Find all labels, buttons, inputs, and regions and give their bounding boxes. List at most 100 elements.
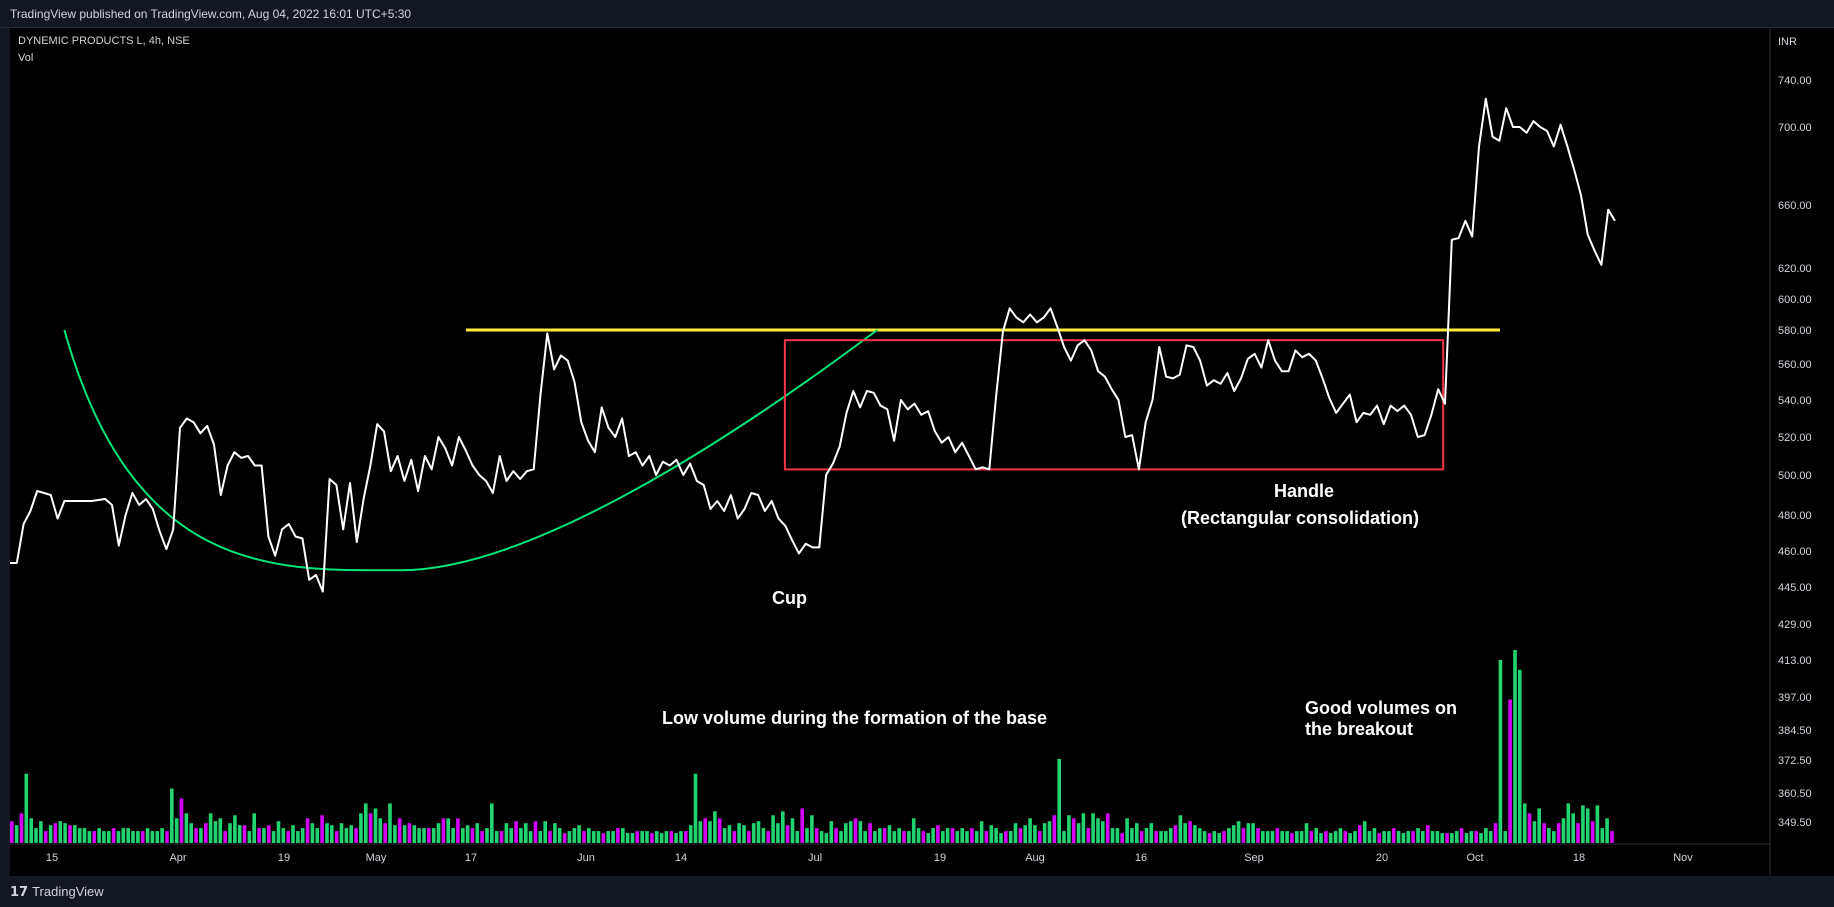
volume-bar: [150, 831, 155, 843]
volume-bar: [1503, 831, 1508, 843]
volume-bar: [1367, 831, 1372, 843]
volume-bar: [1076, 823, 1081, 843]
volume-bar: [310, 823, 315, 843]
volume-bar: [504, 823, 509, 843]
volume-bar: [199, 828, 203, 843]
volume-bar: [107, 831, 111, 843]
volume-bars: [10, 650, 1614, 844]
volume-bar: [737, 823, 741, 843]
plot-area: [10, 28, 1770, 844]
volume-bar: [470, 828, 475, 843]
volume-bar: [591, 831, 596, 843]
volume-bar: [1275, 828, 1280, 843]
volume-bar: [1144, 828, 1149, 843]
volume-bar: [417, 828, 421, 843]
volume-bar: [742, 825, 746, 843]
volume-bar: [892, 831, 897, 843]
volume-bar: [102, 831, 106, 843]
volume-bar: [499, 831, 504, 843]
volume-bar: [237, 825, 242, 843]
volume-bar: [43, 831, 48, 843]
volume-bar: [514, 821, 518, 843]
volume-bar: [1202, 831, 1207, 843]
volume-bar: [989, 825, 994, 843]
volume-bar: [1207, 833, 1212, 843]
volume-bar: [208, 813, 213, 843]
volume-bar: [698, 821, 703, 843]
time-tick-label: 20: [1376, 852, 1388, 864]
volume-bar: [1105, 813, 1110, 843]
price-tick-label: 480.00: [1778, 510, 1812, 522]
volume-bar: [1396, 831, 1401, 843]
volume-bar: [1246, 823, 1251, 843]
volume-bar: [727, 825, 732, 843]
price-tick-label: 580.00: [1778, 325, 1812, 337]
volume-bar: [1411, 831, 1415, 843]
volume-bar: [1193, 825, 1197, 843]
volume-bar: [582, 831, 586, 843]
volume-bar: [320, 815, 324, 843]
volume-bar: [640, 831, 644, 843]
volume-bar: [771, 815, 775, 843]
volume-bar: [960, 828, 964, 843]
volume-bar: [897, 828, 901, 843]
volume-bar: [848, 821, 853, 843]
volume-bar: [349, 825, 353, 843]
volume-bar: [160, 828, 164, 843]
volume-bar: [1164, 831, 1168, 843]
volume-bar: [548, 831, 552, 843]
volume-bar: [393, 825, 397, 843]
volume-bar: [999, 833, 1003, 843]
volume-bar: [785, 825, 790, 843]
volume-bar: [1556, 823, 1561, 843]
volume-bar: [950, 828, 955, 843]
volume-bar: [325, 823, 329, 843]
volume-bar: [1227, 828, 1231, 843]
volume-bar: [533, 821, 538, 843]
volume-bar: [286, 831, 290, 843]
volume-bar: [562, 833, 567, 843]
volume-bar: [77, 828, 82, 843]
volume-bar: [926, 833, 931, 843]
footer-bar: 17 TradingView: [0, 876, 1834, 907]
volume-bar: [1590, 821, 1595, 843]
volume-bar: [465, 825, 470, 843]
volume-bar: [1062, 831, 1066, 843]
currency-label: INR: [1778, 36, 1797, 48]
volume-bar: [436, 823, 441, 843]
volume-legend: Vol: [18, 52, 34, 64]
volume-bar: [1450, 833, 1454, 843]
volume-bar: [994, 828, 998, 843]
tradingview-logo[interactable]: 17 TradingView: [10, 884, 104, 900]
volume-bar: [1338, 828, 1343, 843]
price-axis: 740.00 700.00 660.00 620.00 600.00 580.00 560.…: [1778, 75, 1812, 829]
volume-bar: [14, 825, 19, 843]
volume-bar: [795, 831, 800, 843]
time-tick-label: Nov: [1673, 852, 1693, 864]
cup-label: Cup: [772, 588, 807, 608]
volume-bar: [475, 823, 480, 843]
volume-bar: [1168, 828, 1173, 843]
volume-bar: [344, 828, 349, 843]
volume-bar: [1110, 828, 1115, 843]
volume-bar: [1115, 828, 1120, 843]
volume-bar: [650, 833, 654, 843]
volume-bar: [179, 798, 184, 843]
volume-bar: [761, 828, 766, 843]
volume-bar: [679, 831, 683, 843]
volume-bar: [315, 828, 320, 843]
volume-bar: [1256, 828, 1260, 843]
volume-bar: [267, 825, 271, 843]
volume-bar: [936, 825, 940, 843]
volume-bar: [693, 773, 698, 843]
volume-bar: [73, 825, 77, 843]
volume-bar: [611, 831, 615, 843]
volume-bar: [1479, 833, 1483, 843]
volume-bar: [1071, 818, 1076, 844]
volume-bar: [1067, 815, 1071, 843]
time-tick-label: 19: [278, 852, 290, 864]
volume-bar: [1052, 815, 1057, 843]
volume-bar: [747, 831, 751, 843]
volume-bar: [684, 831, 688, 843]
